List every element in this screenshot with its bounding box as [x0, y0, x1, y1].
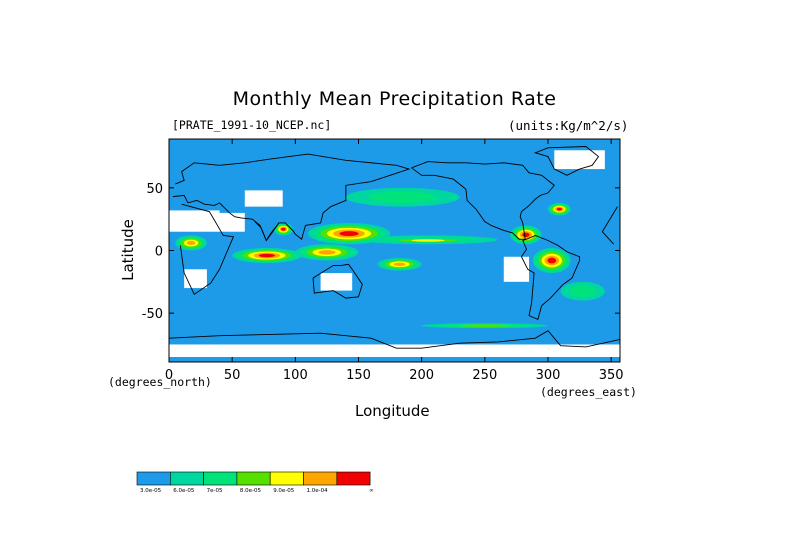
precip-band: [318, 250, 336, 255]
x-axis-label: Longitude: [355, 402, 430, 420]
coastline: [169, 330, 620, 349]
precip-band: [556, 207, 562, 211]
colorbar-swatch: [136, 471, 171, 486]
units-label: (units:Kg/m^2/s): [508, 118, 629, 133]
precip-band: [186, 240, 196, 246]
dry-region: [244, 190, 283, 207]
dry-region: [184, 269, 207, 289]
x-tick-label: 200: [409, 368, 434, 383]
colorbar-swatch: [336, 471, 371, 486]
x-tick-label: 150: [346, 368, 371, 383]
coastline: [601, 206, 618, 232]
colorbar-swatch: [303, 471, 338, 486]
colorbar-label: 9.0e-05: [273, 488, 295, 494]
coastline: [172, 153, 411, 242]
field-layer: [169, 146, 620, 357]
precip-band: [339, 231, 359, 237]
x-tick-label: 0: [165, 368, 173, 383]
x-tick-label: 300: [536, 368, 561, 383]
colorbar-label: 7e-05: [207, 488, 223, 494]
precip-band: [368, 191, 437, 203]
colorbar-label: ∞: [369, 488, 374, 494]
coastline: [312, 263, 363, 299]
colorbar-swatch: [236, 471, 271, 486]
precip-band: [569, 285, 596, 297]
precip-band: [281, 227, 286, 231]
y-tick-label: 0: [155, 245, 163, 260]
coastline: [179, 203, 235, 296]
coastline: [601, 231, 615, 245]
colorbar-label: 6.0e-05: [173, 488, 195, 494]
precip-band: [457, 324, 512, 327]
precip-band: [522, 232, 530, 238]
colorbar-swatch: [170, 471, 204, 486]
precip-band: [258, 253, 275, 258]
dataset-label: [PRATE_1991-10_NCEP.nc]: [172, 118, 332, 132]
precip-band: [547, 257, 557, 264]
colorbar-label: 3.0e-05: [140, 488, 162, 494]
dry-region: [503, 256, 530, 282]
colorbar-label: 8.0e-05: [240, 488, 262, 494]
precip-band: [411, 239, 445, 242]
coastline: [533, 146, 600, 176]
coastline: [411, 161, 555, 240]
y-tick-label: -50: [142, 307, 163, 322]
dry-region: [219, 212, 245, 232]
chart-title: Monthly Mean Precipitation Rate: [232, 88, 557, 110]
dry-region: [554, 150, 605, 170]
dry-region: [169, 210, 220, 232]
dry-region: [320, 273, 353, 291]
x-tick-label: 100: [283, 368, 308, 383]
y-unit-label: (degrees_north): [108, 375, 212, 389]
colorbar-swatch: [203, 471, 238, 486]
x-unit-label: (degrees_east): [540, 385, 637, 399]
x-tick-label: 50: [224, 368, 241, 383]
precip-band: [393, 262, 406, 266]
colorbar-label: 1.0e-04: [307, 488, 329, 494]
coastline: [520, 234, 581, 321]
x-tick-label: 350: [599, 368, 624, 383]
y-tick-label: 50: [146, 182, 163, 197]
colorbar-swatch: [269, 471, 304, 486]
coastline: [254, 221, 280, 242]
x-tick-label: 250: [472, 368, 497, 383]
dry-region: [169, 344, 620, 357]
